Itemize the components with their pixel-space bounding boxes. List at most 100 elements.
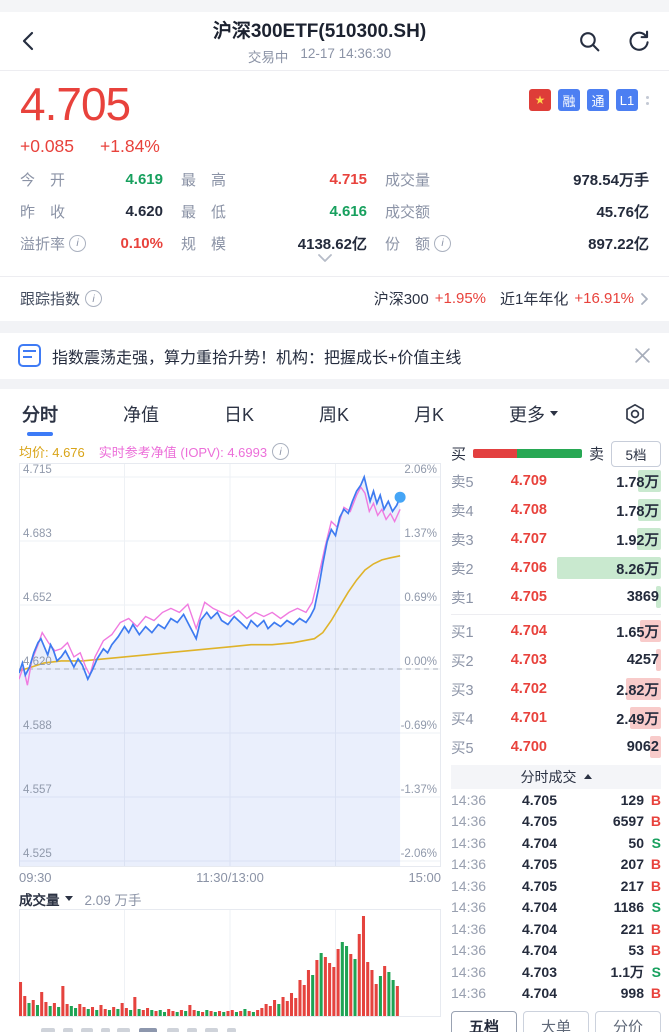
cutoff-content (19, 1019, 443, 1032)
svg-text:-2.06%: -2.06% (401, 848, 437, 860)
sell-label: 卖 (588, 446, 604, 464)
tracking-label: 跟踪指数 (20, 291, 81, 309)
volume-indicator-select[interactable]: 成交量 (19, 889, 73, 909)
margin-badge[interactable]: 融 (558, 89, 580, 111)
stat-label: 份 额 (385, 235, 431, 253)
header-title-block: 沪深300ETF(510300.SH) 交易中 12-17 14:36:30 (80, 16, 559, 66)
volume-current-value: 2.09 万手 (84, 892, 142, 908)
level1-badge[interactable]: L1 (616, 89, 638, 111)
price-chart-svg[interactable]: 4.715 2.06% 4.683 1.37% 4.652 0.69% 4.620 0.00%… (19, 462, 441, 867)
avg-price-legend: 均价: 4.676 (19, 445, 85, 461)
iopv-legend: 实时参考净值 (IOPV): 4.6993 (98, 445, 268, 461)
chart-settings-icon[interactable] (623, 402, 647, 426)
expand-chevron-icon[interactable] (318, 254, 332, 262)
badge-row: ★ 融 通 L1 (529, 89, 649, 111)
back-icon[interactable] (18, 29, 42, 53)
tick-list-header[interactable]: 分时成交 (451, 764, 661, 789)
tab-minute[interactable]: 分时 (22, 401, 58, 427)
time-close: 15:00 (408, 870, 441, 886)
tab-daily-k[interactable]: 日K (223, 404, 254, 425)
tab-more[interactable]: 更多 (509, 401, 558, 427)
tab-weekly-k[interactable]: 周K (318, 404, 349, 425)
news-banner-text[interactable]: 指数震荡走强，算力重拾升势！机构：把握成长+价值主线 (52, 349, 462, 367)
bid-row-5[interactable]: 买5 4.700 9062 (451, 733, 661, 762)
orderbook-column: 买 卖 5档 卖5 4.709 1.78万 卖4 4.708 1.78万 卖3 4.707… (451, 439, 669, 1032)
stat-value: 897.22亿 (588, 235, 649, 253)
chart-tabbar: 分时 净值 日K 周K 月K 更多 (0, 389, 669, 439)
tick-row: 14:36 4.705 6597 B (451, 813, 661, 830)
tab-monthly-k[interactable]: 月K (413, 404, 444, 425)
stats-grid: 今 开 4.619 最 高 4.715 成交量 978.54万手 昨 收 4.620 最… (0, 165, 669, 254)
bid-row-2[interactable]: 买2 4.703 4257 (451, 646, 661, 675)
level-depth-button[interactable]: 5档 (611, 440, 661, 467)
bid-row-4[interactable]: 买4 4.701 2.49万 (451, 704, 661, 733)
stat-value: 4.619 (125, 170, 163, 188)
info-icon[interactable] (85, 290, 103, 308)
bid-row-3[interactable]: 买3 4.702 2.82万 (451, 675, 661, 704)
orderbook-footer-tabs: 五档 大单 分价 (451, 1010, 661, 1032)
buy-strength-bar (473, 449, 517, 459)
tick-row: 14:36 4.703 1.1万 S (451, 963, 661, 980)
price-area-fill (19, 476, 401, 866)
caret-down-icon (64, 896, 73, 902)
info-icon[interactable] (272, 443, 290, 461)
stat-value: 978.54万手 (573, 171, 649, 189)
caret-up-icon (583, 774, 592, 780)
quote-datetime: 12-17 14:36:30 (300, 46, 392, 61)
avg-price-line (19, 554, 401, 672)
stat-label: 今 开 (20, 171, 66, 189)
svg-text:4.588: 4.588 (23, 720, 52, 732)
tick-row: 14:36 4.705 129 B (451, 791, 661, 808)
svg-text:4.715: 4.715 (23, 464, 52, 476)
stat-value: 4.620 (125, 202, 163, 220)
tick-row: 14:36 4.704 221 B (451, 920, 661, 937)
tab-nav[interactable]: 净值 (122, 404, 159, 425)
section-separator (0, 320, 669, 333)
search-icon[interactable] (577, 29, 602, 54)
sell-strength-bar (516, 449, 582, 459)
ask-row-2[interactable]: 卖2 4.706 8.26万 (451, 554, 661, 583)
footer-tab-big-orders[interactable]: 大单 (523, 1010, 589, 1032)
tick-row: 14:36 4.704 50 S (451, 834, 661, 851)
annualized-label: 近1年年化 (500, 291, 569, 309)
quote-section: 4.705 +0.085 +1.84% ★ 融 通 L1 (0, 71, 669, 165)
section-separator (0, 378, 669, 389)
cn-flag-badge[interactable]: ★ (529, 89, 551, 111)
connect-badge[interactable]: 通 (587, 89, 609, 111)
footer-tab-five-levels[interactable]: 五档 (451, 1010, 517, 1032)
tracking-index-row[interactable]: 跟踪指数 沪深300 +1.95% 近1年年化 +16.91% (0, 275, 669, 321)
page-title: 沪深300ETF(510300.SH) (212, 21, 427, 42)
more-dots-icon[interactable] (646, 95, 649, 105)
ask-row-3[interactable]: 卖3 4.707 1.92万 (451, 525, 661, 554)
index-change-pct: +1.95% (434, 290, 487, 308)
header: 沪深300ETF(510300.SH) 交易中 12-17 14:36:30 (0, 12, 669, 71)
time-axis: 09:30 11:30/13:00 15:00 (19, 867, 441, 889)
tick-row: 14:36 4.705 207 B (451, 856, 661, 873)
info-icon[interactable] (69, 234, 87, 252)
bid-row-1[interactable]: 买1 4.704 1.65万 (451, 617, 661, 646)
svg-text:4.652: 4.652 (23, 592, 52, 604)
price-change: +0.085 (20, 135, 75, 156)
close-icon[interactable] (634, 347, 651, 364)
tick-row: 14:36 4.704 1186 S (451, 899, 661, 916)
footer-tab-price-dist[interactable]: 分价 (595, 1010, 661, 1032)
info-icon[interactable] (434, 234, 452, 252)
stat-label: 最 高 (181, 171, 227, 189)
svg-text:4.525: 4.525 (23, 848, 52, 860)
ask-row-4[interactable]: 卖4 4.708 1.78万 (451, 496, 661, 525)
tick-row: 14:36 4.704 998 B (451, 985, 661, 1002)
orderbook-header: 买 卖 5档 (451, 440, 661, 467)
news-banner[interactable]: 指数震荡走强，算力重拾升势！机构：把握成长+价值主线 (0, 333, 669, 379)
news-icon (18, 344, 41, 368)
stat-label: 昨 收 (20, 203, 66, 221)
stat-value: 4138.62亿 (297, 235, 367, 253)
time-midday: 11:30/13:00 (196, 870, 264, 886)
stat-label: 最 低 (181, 203, 227, 221)
time-open: 09:30 (19, 870, 52, 886)
volume-chart-svg[interactable] (19, 908, 441, 1017)
ask-row-1[interactable]: 卖1 4.705 3869 (451, 583, 661, 612)
stat-value: 0.10% (120, 234, 163, 252)
ask-row-5[interactable]: 卖5 4.709 1.78万 (451, 467, 661, 496)
refresh-icon[interactable] (626, 29, 651, 54)
